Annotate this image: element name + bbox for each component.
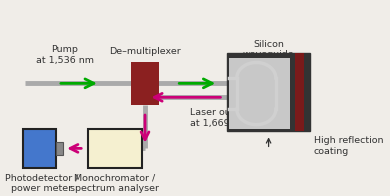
Bar [88, 129, 142, 168]
Bar [56, 142, 62, 155]
Text: High reflection
coating: High reflection coating [314, 136, 383, 156]
Text: Laser output
at 1,669.5 nm: Laser output at 1,669.5 nm [190, 108, 257, 128]
Bar [131, 62, 159, 105]
Bar [23, 129, 56, 168]
Text: De–multiplexer: De–multiplexer [109, 47, 181, 56]
Bar [229, 58, 290, 129]
Bar [227, 53, 310, 131]
Text: Photodetector /
power meter: Photodetector / power meter [5, 173, 78, 193]
Text: Monochromator /
spectrum analyser: Monochromator / spectrum analyser [70, 173, 159, 193]
Bar [295, 53, 305, 131]
Text: Pump
at 1,536 nm: Pump at 1,536 nm [36, 45, 94, 65]
Text: Silicon
waveguide: Silicon waveguide [243, 40, 294, 59]
